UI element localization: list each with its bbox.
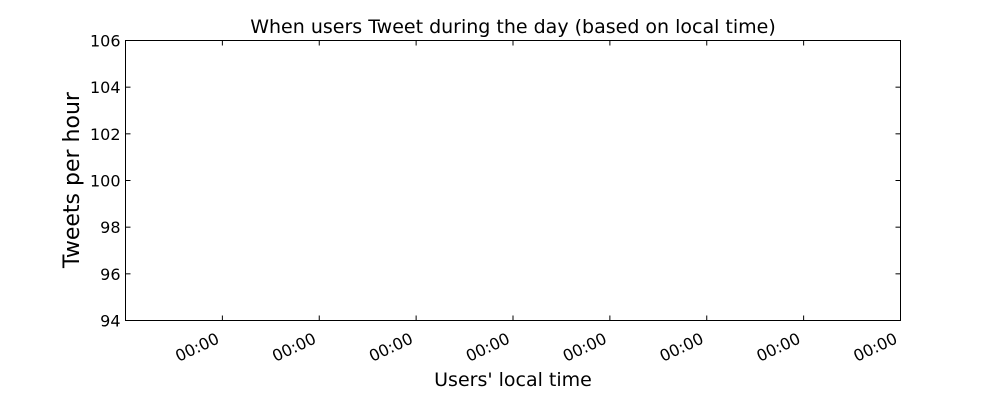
x-tick-label: 00:00 — [463, 329, 513, 366]
x-tick-label: 00:00 — [850, 329, 900, 366]
y-tick-label: 104 — [90, 78, 121, 97]
y-tick-label: 100 — [90, 172, 121, 191]
x-tick-label: 00:00 — [657, 329, 707, 366]
y-tick-label: 94 — [100, 312, 120, 331]
x-tick-label: 00:00 — [172, 329, 222, 366]
y-axis-label: Tweets per hour — [60, 91, 85, 269]
plot-area — [125, 40, 901, 321]
x-tick-label: 00:00 — [560, 329, 610, 366]
y-tick-label: 96 — [100, 265, 120, 284]
x-tick-label: 00:00 — [269, 329, 319, 366]
y-tick-label: 106 — [90, 32, 121, 51]
x-tick-label: 00:00 — [366, 329, 416, 366]
y-tick-label: 102 — [90, 125, 121, 144]
x-axis-label: Users' local time — [434, 369, 592, 391]
y-axis: 94 96 98 100 102 104 106 — [90, 32, 901, 331]
x-tick-label: 00:00 — [753, 329, 803, 366]
y-tick-label: 98 — [100, 218, 120, 237]
chart-title: When users Tweet during the day (based o… — [250, 16, 776, 38]
